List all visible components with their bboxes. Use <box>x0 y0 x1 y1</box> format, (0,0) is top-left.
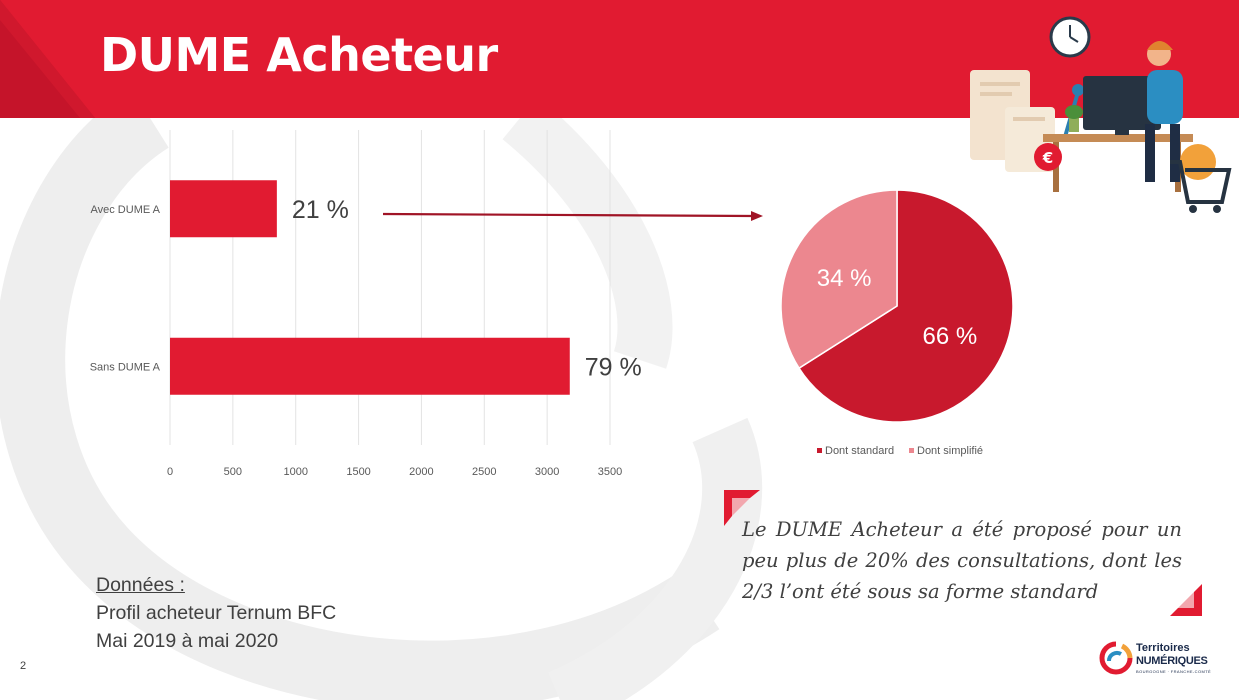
header-banner <box>0 0 1239 118</box>
x-tick-label: 2500 <box>472 466 496 478</box>
slide-title: DUME Acheteur <box>100 28 498 82</box>
bar <box>170 180 277 238</box>
value-label: 79 % <box>585 353 642 381</box>
bar-chart: 0 500 1000 1500 2000 2500 3000 3500 Avec DUME A 2… <box>90 130 642 478</box>
x-tick-label: 2000 <box>409 466 433 478</box>
connector-arrow <box>382 211 763 221</box>
data-source-heading: Données : <box>96 574 185 596</box>
office-illustration: € <box>970 16 1232 213</box>
logo-mark-icon <box>1099 641 1133 675</box>
x-tick-label: 500 <box>224 466 242 478</box>
territoires-numeriques-logo: Territoires NUMÉRIQUES BOURGOGNE · FRANC… <box>1098 638 1218 678</box>
data-source-line: Profil acheteur Ternum BFC <box>96 602 337 624</box>
x-tick-label: 0 <box>167 466 173 478</box>
shopping-cart-icon <box>1170 160 1232 213</box>
page-number: 2 <box>20 660 27 672</box>
clock-icon <box>1049 16 1091 58</box>
desk <box>1043 134 1193 142</box>
callout-corner-bottom-right <box>1170 584 1202 616</box>
person-figure <box>1145 41 1183 182</box>
data-source-period: Mai 2019 à mai 2020 <box>96 630 279 652</box>
legend-label: Dont simplifié <box>917 445 983 457</box>
callout-comment: Le DUME Acheteur a été proposé pour un p… <box>742 518 1182 603</box>
euro-coin-icon: € <box>1034 143 1216 180</box>
x-tick-label: 3000 <box>535 466 559 478</box>
x-tick-label: 1000 <box>283 466 307 478</box>
data-source: Données : Profil acheteur Ternum BFC Mai… <box>96 571 336 655</box>
callout-corner-top-left <box>724 490 760 526</box>
bar <box>170 337 570 395</box>
category-label: Avec DUME A <box>91 204 161 216</box>
pie-slice <box>780 189 898 370</box>
legend-swatch <box>817 448 822 453</box>
logo-line-1: Territoires <box>1136 642 1190 654</box>
value-label: 21 % <box>292 196 349 224</box>
legend-swatch <box>909 448 914 453</box>
pie-slice-label: 34 % <box>817 265 872 292</box>
logo-line-3: BOURGOGNE · FRANCHE-COMTÉ <box>1136 669 1212 674</box>
header-corner-accent <box>0 0 95 118</box>
logo-line-2: NUMÉRIQUES <box>1136 655 1208 667</box>
x-tick-label: 1500 <box>346 466 370 478</box>
x-tick-label: 3500 <box>598 466 622 478</box>
pie-slice <box>798 189 1014 423</box>
plant-icon <box>1065 105 1083 132</box>
category-label: Sans DUME A <box>90 361 161 373</box>
computer-monitor-icon <box>1083 76 1161 135</box>
document-icon <box>970 70 1055 172</box>
svg-text:€: € <box>1042 149 1053 167</box>
pie-slice-label: 66 % <box>923 323 978 350</box>
legend-label: Dont standard <box>825 445 894 457</box>
pie-chart: 66 % 34 % Dont standard Dont simplifié <box>780 189 1014 457</box>
